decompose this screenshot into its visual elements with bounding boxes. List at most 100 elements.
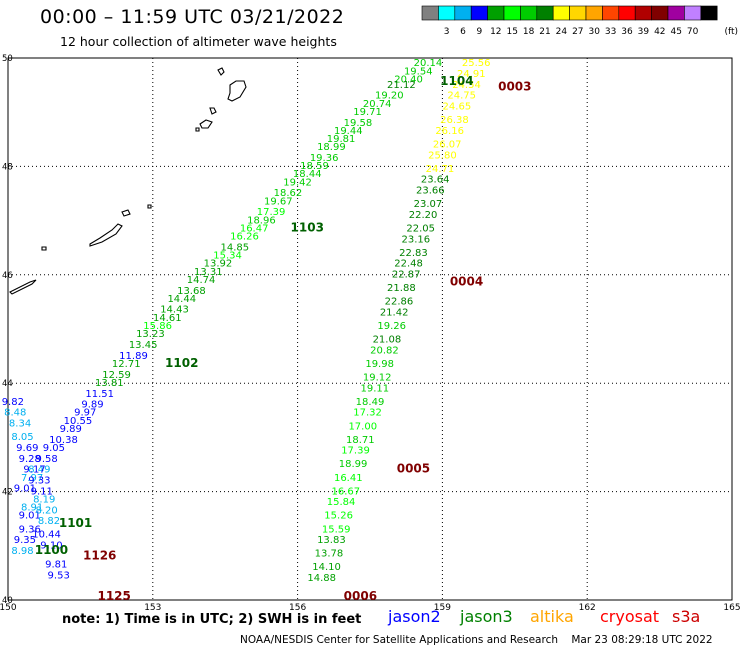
swh-label-jason3: 9.10 — [40, 541, 62, 552]
swh-label-altika: 17.39 — [341, 446, 370, 457]
swh-label-altika: 25.56 — [462, 58, 491, 69]
colorbar: 3 6 9 12 15 18 21 24 27 30 33 36 39 42 45 70 (ft) — [421, 5, 738, 37]
swh-label-jason3: 7.97 — [21, 473, 43, 484]
swh-label-jason3: 19.81 — [327, 134, 356, 145]
y-tick-label: 48 — [2, 162, 13, 172]
swh-label-jason3: 18.99 — [317, 142, 346, 153]
swh-label-jason3: 10.55 — [64, 416, 93, 427]
swh-label-jason3: 20.74 — [363, 99, 392, 110]
coastline-outline — [227, 80, 247, 102]
swh-label-altika: 23.64 — [421, 175, 450, 186]
satellite-legend-jason2: jason2 — [388, 607, 441, 626]
swh-label-jason2: 9.11 — [31, 486, 53, 497]
swh-label-jason3: 14.61 — [153, 313, 182, 324]
swh-label-jason3: 12.59 — [102, 370, 131, 381]
coastline-outline — [41, 246, 47, 251]
time-label: 1103 — [291, 220, 324, 234]
colorbar-tick-label: 42 — [654, 27, 665, 37]
time-label: 0003 — [498, 80, 531, 94]
page-subtitle: 12 hour collection of altimeter wave hei… — [60, 34, 337, 49]
swh-label-jason3: 15.34 — [213, 251, 242, 262]
colorbar-tick-label: 30 — [588, 27, 600, 37]
swh-label-altika: 24.71 — [426, 164, 455, 175]
swh-label-altika: 16.41 — [334, 473, 363, 484]
swh-label-altika: 19.12 — [363, 372, 392, 383]
swh-label-jason2: 8.98 — [11, 546, 33, 557]
swh-label-altika: 18.49 — [356, 397, 385, 408]
swh-label-jason3: 17.39 — [257, 207, 286, 218]
swh-label-jason2: 8.82 — [38, 516, 60, 527]
swh-label-altika: 24.75 — [447, 91, 476, 102]
swh-label-jason3: 18.59 — [300, 161, 329, 172]
coastline-outline — [89, 223, 123, 247]
swh-label-jason3: 9.53 — [48, 570, 70, 581]
colorbar-unit-label: (ft) — [724, 27, 738, 37]
swh-label-altika: 24.91 — [457, 69, 486, 80]
swh-label-jason3: 10.38 — [49, 435, 78, 446]
swh-label-altika: 24.54 — [452, 80, 481, 91]
swh-label-jason3: 9.05 — [43, 443, 65, 454]
swh-label-altika: 15.26 — [324, 511, 353, 522]
swh-label-altika: 23.16 — [402, 234, 431, 245]
swh-label-jason3: 9.89 — [60, 424, 82, 435]
footer-note: note: 1) Time is in UTC; 2) SWH is in fe… — [62, 612, 362, 627]
swh-label-jason3: 19.71 — [353, 107, 382, 118]
swh-label-jason2: 9.28 — [19, 454, 41, 465]
swh-label-jason3: 16.47 — [240, 223, 269, 234]
swh-label-jason3: 19.42 — [283, 177, 312, 188]
coastline-outline — [121, 209, 131, 217]
x-tick-label: 153 — [144, 603, 161, 610]
swh-label-altika: 17.00 — [348, 421, 377, 432]
time-label: 1102 — [165, 356, 198, 370]
colorbar-tick-label: 33 — [605, 27, 616, 37]
colorbar-tick-label: 6 — [460, 27, 466, 37]
colorbar-tick-label: 24 — [556, 27, 568, 37]
swh-label-jason3: 16.26 — [230, 232, 259, 243]
swh-label-jason3: 13.92 — [204, 259, 233, 270]
y-tick-label: 40 — [2, 596, 13, 606]
swh-label-altika: 13.78 — [315, 549, 344, 560]
swh-label-jason3: 21.12 — [387, 80, 416, 91]
page-title: 00:00 – 11:59 UTC 03/21/2022 — [40, 6, 345, 28]
swh-label-altika: 22.20 — [409, 210, 438, 221]
swh-label-altika: 24.65 — [443, 101, 472, 112]
time-label: 1100 — [35, 543, 68, 557]
colorbar-tick-label: 9 — [477, 27, 483, 37]
swh-label-jason2: 9.33 — [28, 475, 50, 486]
swh-label-altika: 21.88 — [387, 283, 416, 294]
swh-label-jason3: 13.45 — [129, 340, 158, 351]
coastline-outline — [9, 279, 37, 295]
satellite-legend-s3a: s3a — [672, 607, 701, 626]
swh-label-altika: 18.99 — [339, 459, 368, 470]
swh-label-jason3: 11.89 — [119, 351, 148, 362]
swh-label-jason3: 18.62 — [274, 188, 303, 199]
swh-label-jason3: 8.91 — [21, 503, 43, 514]
time-label: 0005 — [397, 462, 430, 476]
y-tick-label: 42 — [2, 488, 13, 498]
colorbar-tick-label: 3 — [444, 27, 450, 37]
swh-label-jason2: 8.19 — [33, 494, 55, 505]
colorbar-tick-label: 21 — [539, 27, 550, 37]
swh-label-jason3: 14.74 — [187, 275, 216, 286]
footer-credit: NOAA/NESDIS Center for Satellite Applica… — [240, 634, 713, 646]
colorbar-tick-label: 70 — [687, 27, 699, 37]
colorbar-swatch — [700, 5, 718, 21]
swh-label-altika: 19.26 — [377, 321, 406, 332]
satellite-legend-jason3: jason3 — [460, 607, 513, 626]
wave-height-chart: 150 153 156 159 162 165 40 42 44 46 48 50 20.1419.54… — [0, 54, 740, 610]
satellite-legend-cryosat: cryosat — [600, 607, 660, 626]
x-tick-label: 165 — [723, 603, 740, 610]
swh-label-altika: 19.98 — [365, 359, 394, 370]
swh-label-jason3: 9.01 — [14, 484, 36, 495]
swh-label-altika: 17.32 — [353, 408, 382, 419]
swh-label-jason3: 19.54 — [404, 66, 433, 77]
colorbar-tick-label: 18 — [523, 27, 535, 37]
swh-label-jason3: 10.44 — [32, 530, 61, 541]
swh-label-jason2: 8.48 — [4, 408, 26, 419]
swh-label-jason3: 9.58 — [35, 454, 57, 465]
swh-label-jason2: 9.36 — [19, 524, 41, 535]
coastline-outline — [195, 127, 200, 132]
swh-label-altika: 21.08 — [373, 335, 402, 346]
colorbar-tick-label: 12 — [490, 27, 501, 37]
swh-label-jason3: 9.01 — [19, 511, 41, 522]
